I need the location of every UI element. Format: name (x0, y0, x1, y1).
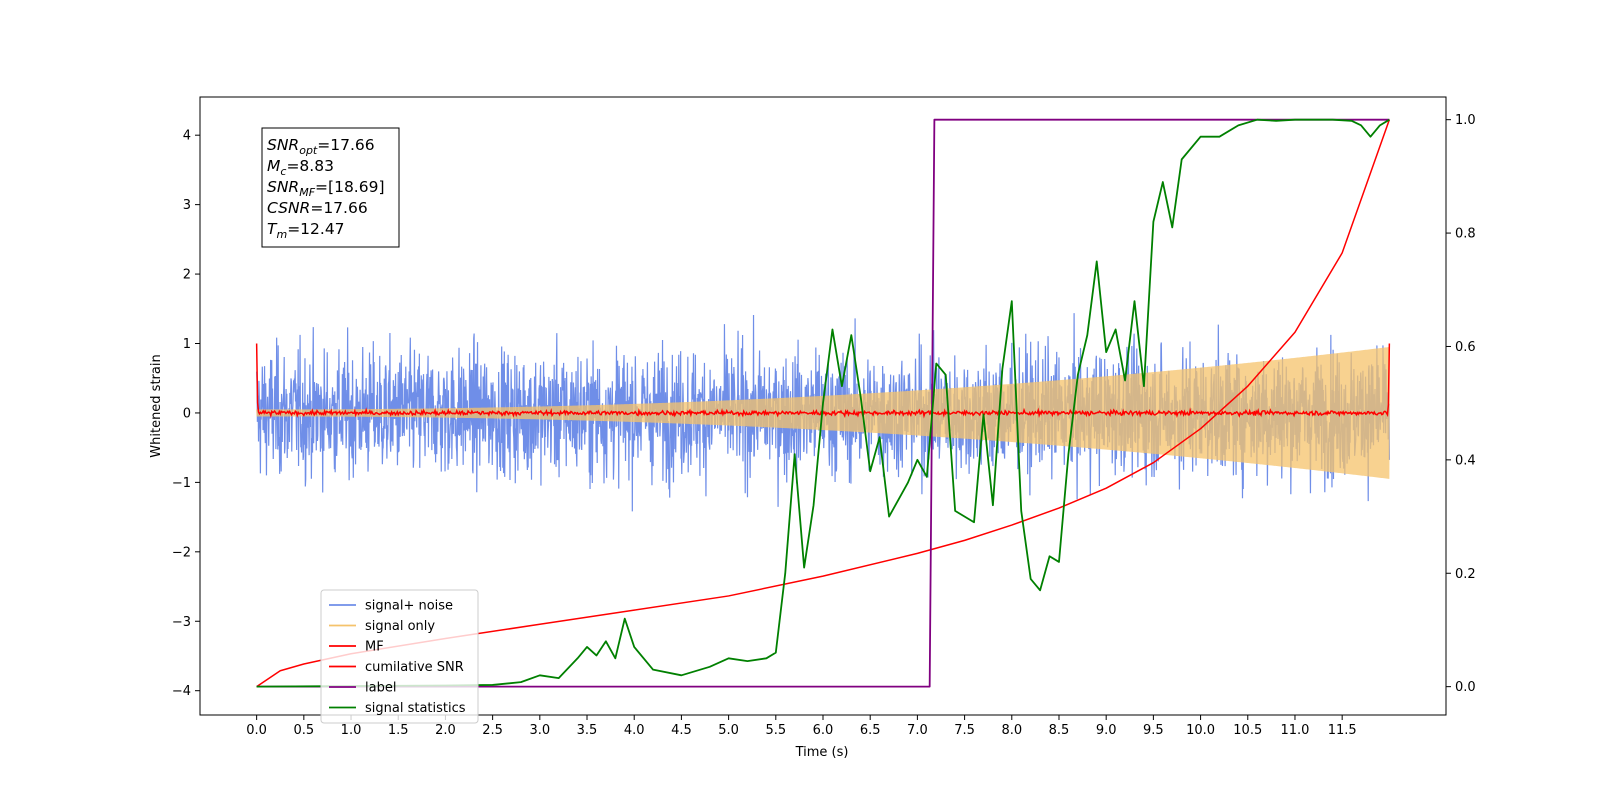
annotation-subscript: MF (299, 186, 315, 199)
annotation-value: =[18.69] (315, 178, 384, 196)
y-tick-label: 2 (183, 268, 191, 283)
annotation-line: Tm=12.47 (267, 220, 345, 241)
annotation-value: =8.83 (286, 157, 334, 175)
y-tick-label: −3 (172, 615, 191, 630)
annotation-subscript: c (280, 165, 286, 178)
y-tick-label: 4 (183, 129, 191, 144)
legend-entry-label: cumilative SNR (365, 660, 464, 675)
y-axis-label: Whitened strain (149, 354, 164, 457)
x-tick-label: 3.5 (577, 723, 598, 738)
annotation-variable: M (267, 157, 280, 175)
x-tick-label: 2.0 (435, 723, 456, 738)
x-axis-label: Time (s) (795, 745, 849, 760)
x-tick-label: 7.5 (954, 723, 975, 738)
y-tick-label: 1 (183, 337, 191, 352)
series-signal-only (256, 346, 1390, 479)
x-tick-label: 9.5 (1143, 723, 1164, 738)
y-axis-left: 4 3 2 1 0 −1 −2 −3 −4 (172, 129, 200, 699)
annotation-line: SNRopt=17.66 (267, 136, 375, 157)
annotation-variable: T (267, 220, 278, 238)
y2-tick-label: 0.4 (1455, 453, 1476, 468)
stats-annotation-box: SNRopt=17.66Mc=8.83SNRMF=[18.69]CSNR=17.… (261, 127, 400, 248)
annotation-subscript: opt (299, 144, 318, 157)
y-tick-label: 0 (183, 406, 191, 421)
x-tick-label: 5.0 (718, 723, 739, 738)
x-tick-label: 9.0 (1096, 723, 1117, 738)
y-tick-label: −1 (172, 476, 191, 491)
annotation-line: CSNR=17.66 (267, 199, 368, 217)
x-tick-label: 11.0 (1280, 723, 1309, 738)
legend-entry-label: signal+ noise (365, 599, 453, 614)
y2-tick-label: 0.6 (1455, 340, 1476, 355)
x-tick-label: 1.0 (341, 723, 362, 738)
annotation-frame (261, 127, 400, 248)
x-tick-label: 3.0 (529, 723, 550, 738)
y2-tick-label: 0.8 (1455, 227, 1476, 242)
x-tick-label: 11.5 (1328, 723, 1357, 738)
legend-entry-label: signal statistics (365, 701, 466, 716)
y2-tick-label: 0.2 (1455, 567, 1476, 582)
annotation-subscript: m (276, 228, 287, 241)
annotation-value: =17.66 (310, 199, 367, 217)
series-label (256, 118, 1390, 688)
legend-frame (320, 589, 479, 724)
x-tick-label: 4.5 (671, 723, 692, 738)
y-tick-label: −2 (172, 545, 191, 560)
x-tick-label: 0.0 (246, 723, 267, 738)
annotation-line: SNRMF=[18.69] (267, 178, 385, 199)
y-axis-right: 1.0 0.8 0.6 0.4 0.2 0.0 (1446, 113, 1476, 695)
y-tick-label: −4 (172, 684, 191, 699)
series-signal-statistics (256, 118, 1390, 688)
annotation-variable: SNR (267, 136, 299, 154)
x-tick-label: 10.5 (1233, 723, 1262, 738)
x-tick-label: 0.5 (293, 723, 314, 738)
legend-entry-label: signal only (365, 619, 435, 634)
x-tick-label: 8.0 (1001, 723, 1022, 738)
x-tick-label: 2.5 (482, 723, 503, 738)
legend-entry-label: MF (365, 640, 384, 655)
annotation-variable: SNR (267, 178, 299, 196)
x-tick-label: 1.5 (388, 723, 409, 738)
annotation-value: =17.66 (317, 136, 374, 154)
annotation-value: =12.47 (287, 220, 344, 238)
y2-tick-label: 1.0 (1455, 113, 1476, 128)
x-tick-label: 5.5 (765, 723, 786, 738)
annotation-line: Mc=8.83 (267, 157, 334, 178)
y-tick-label: 3 (183, 198, 191, 213)
x-tick-label: 10.0 (1186, 723, 1215, 738)
x-tick-label: 6.5 (860, 723, 881, 738)
annotation-variable: CSNR (267, 199, 310, 217)
x-tick-label: 4.0 (624, 723, 645, 738)
x-tick-label: 8.5 (1049, 723, 1070, 738)
x-tick-label: 7.0 (907, 723, 928, 738)
y2-tick-label: 0.0 (1455, 680, 1476, 695)
x-axis: 0.0 0.5 1.0 1.5 2.0 2.5 3.0 3.5 4.0 4.5 5.0 5.5 6.0 6… (246, 715, 1357, 738)
legend-entry-label: label (365, 681, 396, 696)
x-tick-label: 6.0 (813, 723, 834, 738)
legend: signal+ noise signal only MF cumilative SNR… (320, 589, 479, 724)
